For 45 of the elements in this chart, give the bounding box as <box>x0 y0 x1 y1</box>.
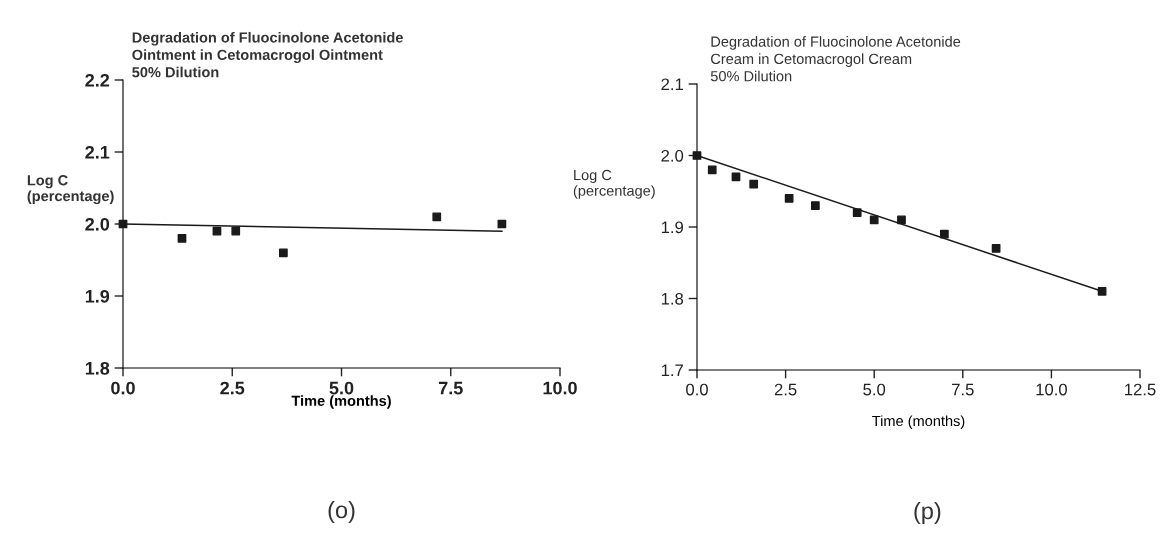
y-tick-label: 1.9 <box>661 221 684 234</box>
x-tick-label: 10.0 <box>543 381 577 395</box>
y-tick-label: 2.2 <box>85 73 110 87</box>
y-tick-label: 1.8 <box>85 361 110 375</box>
point <box>212 226 222 236</box>
point <box>940 229 949 239</box>
y-tick-label: 1.7 <box>661 364 683 377</box>
y-tick-label: 1.9 <box>85 289 110 303</box>
x-tick-label: 0.0 <box>686 383 708 396</box>
point <box>749 179 759 189</box>
y-tick-label: 2.1 <box>85 145 110 159</box>
point <box>279 248 288 258</box>
x-tick-label: 5.0 <box>329 381 354 395</box>
x-tick-label: 12.5 <box>1125 383 1156 396</box>
point <box>707 165 717 175</box>
x-axis-title: Time (months) <box>872 415 965 429</box>
point <box>692 151 702 160</box>
x-tick-label: 7.5 <box>438 381 463 395</box>
y-tick-label: 1.8 <box>661 292 684 305</box>
x-tick-label: 7.5 <box>952 383 974 396</box>
point <box>231 226 241 236</box>
point <box>852 208 862 218</box>
point <box>432 212 442 222</box>
chart-title: Degradation of Fluocinolone Acetonide Ointment in Cetomacrogol Ointment 50% Dilution <box>132 31 403 78</box>
y-axis-title: Log C (percentage) <box>27 175 114 205</box>
point <box>810 201 820 210</box>
x-tick-label: 0.0 <box>111 381 135 395</box>
y-tick-label: 2.0 <box>661 149 684 162</box>
text: (o) <box>328 500 355 523</box>
x-tick-label: 2.5 <box>220 381 245 395</box>
point <box>869 215 879 225</box>
y-axis-title: Log C (percentage) <box>573 169 655 199</box>
y-tick-label: 2.0 <box>85 217 110 231</box>
point <box>1097 286 1107 296</box>
x-axis-title: Time (months) <box>291 395 391 409</box>
x-tick-label: 10.0 <box>1036 383 1067 396</box>
y-tick-label: 2.1 <box>661 78 683 91</box>
point <box>784 194 794 203</box>
text: (p) <box>914 501 941 525</box>
x-tick-label: 5.0 <box>863 383 886 396</box>
point <box>991 244 1001 253</box>
point <box>177 234 187 243</box>
point <box>897 215 906 225</box>
chart-title: Degradation of Fluocinolone Acetonide Cream in Cetomacrogol Cream 50% Dilution <box>710 36 961 82</box>
x-tick-label: 2.5 <box>774 383 797 396</box>
